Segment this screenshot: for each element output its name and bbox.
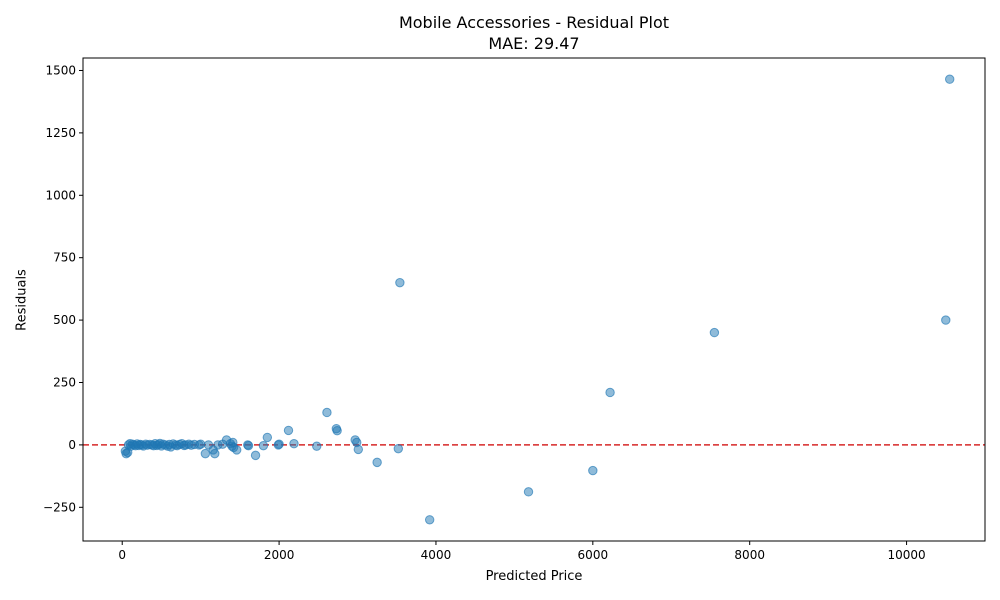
- x-tick-label: 6000: [578, 548, 609, 562]
- scatter-point: [588, 465, 598, 476]
- scatter-point: [941, 315, 951, 325]
- scatter-point: [353, 444, 364, 455]
- scatter-point: [274, 439, 284, 449]
- x-tick-label: 10000: [887, 548, 925, 562]
- chart-subtitle: MAE: 29.47: [488, 34, 580, 53]
- y-tick-label: 500: [53, 313, 76, 327]
- x-tick-label: 4000: [421, 548, 452, 562]
- y-tick-label: 250: [53, 375, 76, 389]
- axes-frame: [82, 57, 986, 542]
- y-tick-label: 1000: [45, 188, 76, 202]
- x-tick-label: 0: [118, 548, 126, 562]
- scatter-point: [262, 432, 273, 443]
- y-tick-label: 750: [53, 251, 76, 265]
- chart-title: Mobile Accessories - Residual Plot: [398, 13, 670, 32]
- x-tick-label: 8000: [734, 548, 765, 562]
- scatter-point: [393, 443, 404, 454]
- y-tick-label: 1500: [45, 63, 76, 77]
- scatter-point: [200, 448, 211, 459]
- scatter-point: [250, 450, 261, 461]
- scatter-points: [120, 74, 955, 525]
- scatter-point: [424, 515, 435, 525]
- y-tick-label: −250: [43, 500, 76, 514]
- scatter-point: [605, 387, 615, 398]
- x-tick-label: 2000: [264, 548, 295, 562]
- scatter-point: [283, 425, 294, 436]
- scatter-point: [232, 445, 242, 455]
- y-tick-label: 0: [68, 438, 76, 452]
- scatter-point: [372, 457, 382, 468]
- scatter-point: [322, 407, 332, 418]
- scatter-point: [523, 487, 534, 497]
- scatter-point: [243, 440, 254, 451]
- scatter-point: [258, 440, 269, 451]
- scatter-point: [210, 448, 220, 459]
- scatter-point: [195, 439, 206, 449]
- scatter-point: [312, 441, 322, 451]
- scatter-point: [332, 425, 342, 436]
- scatter-point: [395, 277, 405, 288]
- axis-ticks: 0 2000 4000 6000 8000 10000 −250 0 250 500 750 1000…: [43, 63, 926, 562]
- x-axis-label: Predicted Price: [485, 569, 583, 584]
- y-axis-label: Residuals: [14, 269, 30, 331]
- scatter-point: [945, 74, 955, 84]
- scatter-point: [709, 327, 720, 338]
- y-tick-label: 1250: [45, 126, 76, 140]
- scatter-point: [289, 438, 299, 449]
